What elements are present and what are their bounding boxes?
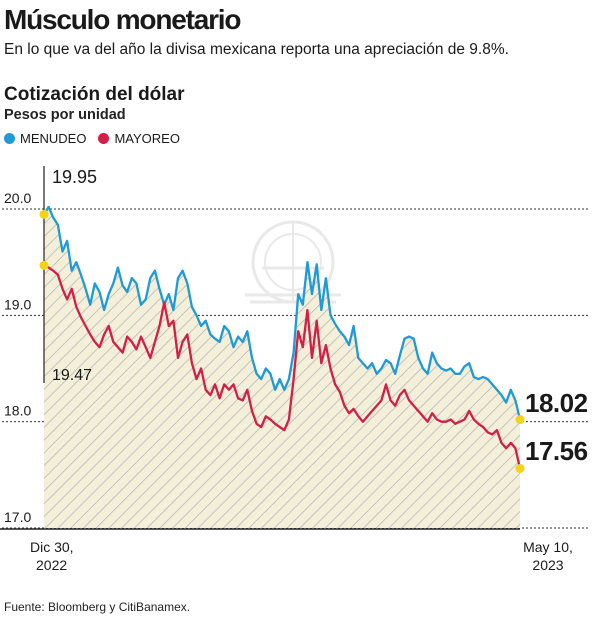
x-tick-label: May 10, xyxy=(523,539,573,555)
mayoreo-endpoint-marker xyxy=(515,463,525,473)
legend-swatch-menudeo xyxy=(4,133,15,144)
annotation-mayoreo-start: 19.47 xyxy=(52,367,92,384)
chart-headline: Músculo monetario xyxy=(4,4,241,35)
series-layer xyxy=(43,205,522,469)
chart-subtitle: En lo que va del año la divisa mexicana … xyxy=(4,41,509,58)
label-layer: 20.0 19.0 18.0 17.0 19.95 19.47 18.02 17.56 Dic … xyxy=(4,167,588,573)
annotation-menudeo-start: 19.95 xyxy=(52,167,97,187)
area-fill xyxy=(44,206,520,528)
series-line-mayoreo xyxy=(43,264,522,469)
y-tick-label: 17.0 xyxy=(4,509,31,525)
menudeo-endpoint-marker xyxy=(39,209,49,219)
legend: MENUDEO MAYOREO xyxy=(4,131,192,146)
legend-item-menudeo: MENUDEO xyxy=(4,131,86,146)
legend-label-mayoreo: MAYOREO xyxy=(114,131,180,146)
x-tick-label: 2022 xyxy=(36,557,67,573)
x-tick-label: Dic 30, xyxy=(30,539,74,555)
menudeo-endpoint-marker xyxy=(515,415,525,425)
series-line-menudeo xyxy=(43,205,522,420)
marker-layer xyxy=(39,209,525,473)
y-tick-label: 19.0 xyxy=(4,296,31,312)
source-note: Fuente: Bloomberg y CitiBanamex. xyxy=(4,600,191,614)
legend-item-mayoreo: MAYOREO xyxy=(98,131,180,146)
units-label: Pesos por unidad xyxy=(4,107,126,123)
x-tick-label: 2023 xyxy=(532,557,563,573)
annotation-mayoreo-end: 17.56 xyxy=(525,436,588,466)
y-tick-label: 18.0 xyxy=(4,403,31,419)
mayoreo-endpoint-marker xyxy=(39,260,49,270)
y-tick-label: 20.0 xyxy=(4,190,31,206)
chart-title: Cotización del dólar xyxy=(4,84,185,105)
legend-label-menudeo: MENUDEO xyxy=(20,131,87,146)
watermark-logo xyxy=(245,220,341,304)
annotation-menudeo-end: 18.02 xyxy=(525,388,588,418)
legend-swatch-mayoreo xyxy=(98,133,110,144)
